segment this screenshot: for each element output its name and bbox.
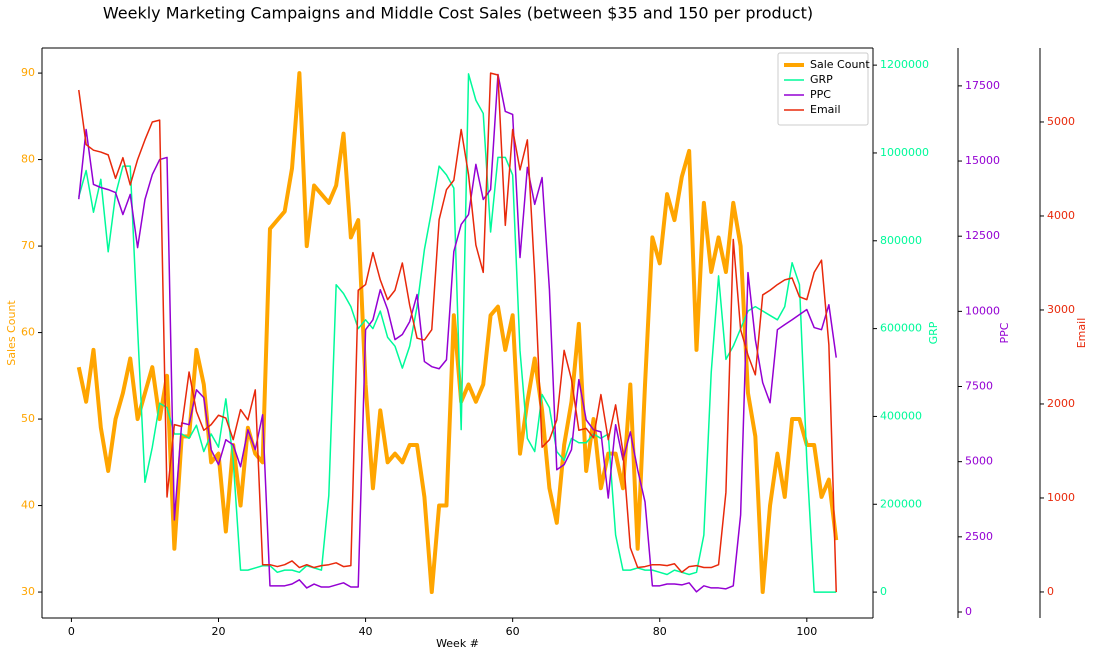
- y-tick-label: 600000: [880, 322, 922, 335]
- y-tick-label: 60: [21, 326, 35, 339]
- series-line: [78, 73, 837, 593]
- y-tick-label: 4000: [1047, 209, 1075, 222]
- series-line: [76, 71, 839, 595]
- x-tick-label: 80: [653, 625, 667, 638]
- legend-label: PPC: [810, 88, 831, 101]
- y-tick-label: 40: [21, 499, 35, 512]
- axis-label: Sales Count: [5, 300, 18, 366]
- x-tick-label: 60: [506, 625, 520, 638]
- x-tick-label: 40: [359, 625, 373, 638]
- axis-label: Email: [1075, 318, 1088, 349]
- axis-label: PPC: [998, 322, 1011, 343]
- y-tick-label: 200000: [880, 497, 922, 510]
- y-tick-label: 30: [21, 585, 35, 598]
- y-tick-label: 70: [21, 239, 35, 252]
- y-tick-label: 7500: [965, 380, 993, 393]
- axis-label: Week #: [436, 637, 479, 650]
- legend-label: GRP: [810, 73, 833, 86]
- y-tick-label: 80: [21, 153, 35, 166]
- y-tick-label: 90: [21, 66, 35, 79]
- y-tick-label: 800000: [880, 234, 922, 247]
- legend-label: Sale Count: [810, 58, 870, 71]
- x-tick-label: 20: [211, 625, 225, 638]
- y-tick-label: 17500: [965, 79, 1000, 92]
- legend-label: Email: [810, 103, 841, 116]
- y-tick-label: 5000: [1047, 115, 1075, 128]
- y-tick-label: 15000: [965, 154, 1000, 167]
- x-tick-label: 100: [796, 625, 817, 638]
- legend-box: [777, 52, 869, 126]
- y-tick-label: 1000: [1047, 491, 1075, 504]
- y-tick-label: 1000000: [880, 146, 929, 159]
- series-line: [78, 72, 837, 592]
- y-tick-label: 400000: [880, 409, 922, 422]
- series-line: [78, 73, 837, 593]
- y-tick-label: 12500: [965, 229, 1000, 242]
- y-tick-label: 0: [880, 585, 887, 598]
- chart-title: Weekly Marketing Campaigns and Middle Co…: [103, 4, 813, 23]
- y-tick-label: 3000: [1047, 303, 1075, 316]
- axis-label: GRP: [927, 321, 940, 344]
- y-tick-label: 2500: [965, 530, 993, 543]
- y-tick-label: 0: [965, 605, 972, 618]
- y-tick-label: 1200000: [880, 58, 929, 71]
- x-tick-label: 0: [68, 625, 75, 638]
- y-tick-label: 0: [1047, 585, 1054, 598]
- y-tick-label: 5000: [965, 455, 993, 468]
- y-tick-label: 10000: [965, 304, 1000, 317]
- y-tick-label: 50: [21, 412, 35, 425]
- y-tick-label: 2000: [1047, 397, 1075, 410]
